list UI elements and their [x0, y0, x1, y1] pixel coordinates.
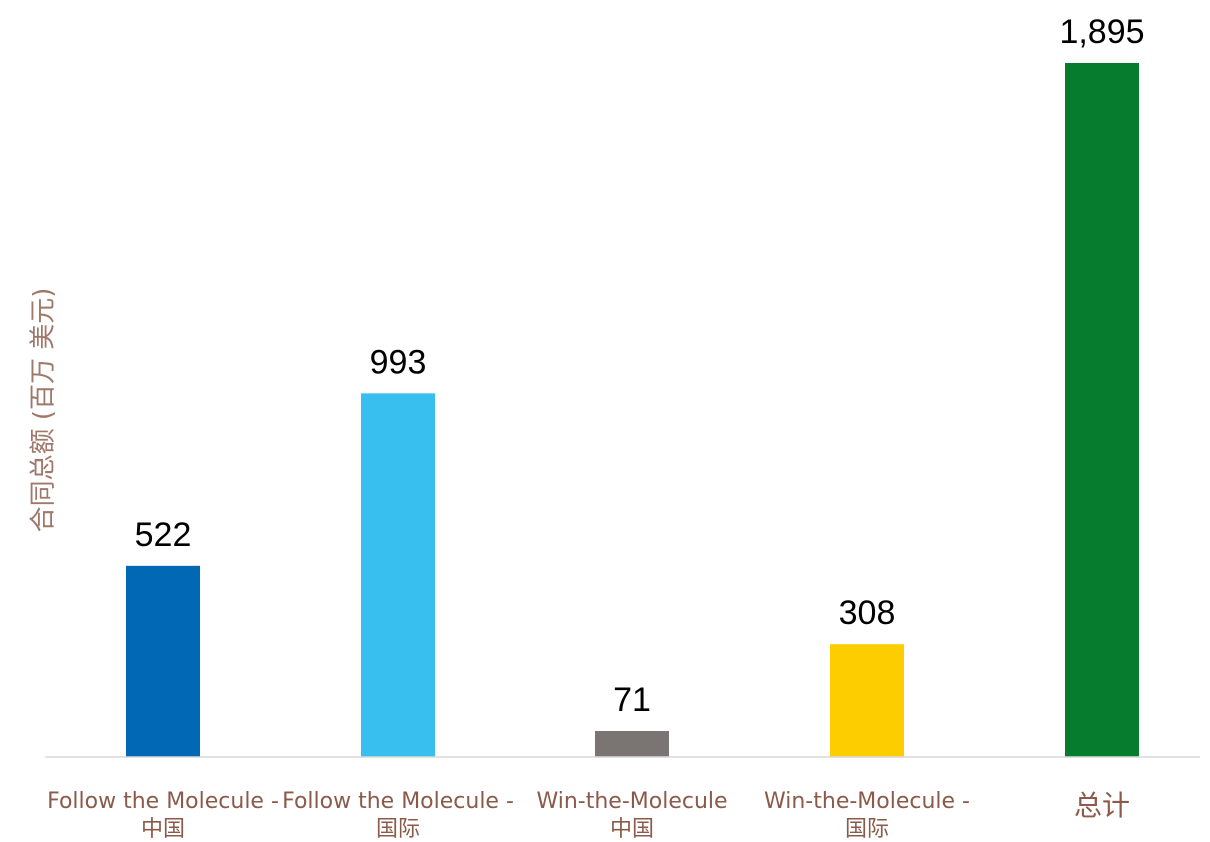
category-label-5-line-1: 总计 [1074, 789, 1130, 822]
category-label-3: Win-the-Molecule 中国 [536, 789, 727, 842]
category-label-1-line-2: 中国 [141, 817, 185, 842]
category-label-4-line-2: 国际 [845, 817, 889, 842]
value-label-3: 71 [613, 681, 651, 719]
category-label-2: Follow the Molecule - 国际 [282, 789, 514, 842]
bar-5 [1065, 63, 1139, 757]
bar-1 [126, 565, 200, 757]
bars [126, 63, 1139, 757]
value-label-5: 1,895 [1059, 13, 1144, 51]
category-label-2-line-1: Follow the Molecule - [282, 789, 514, 814]
category-label-5: 总计 [1074, 789, 1130, 822]
category-label-1-line-1: Follow the Molecule - [47, 789, 279, 814]
category-label-2-line-2: 国际 [376, 817, 420, 842]
bar-3 [595, 730, 669, 757]
value-label-1: 522 [135, 516, 192, 554]
value-label-4: 308 [839, 594, 896, 632]
bar-2 [361, 393, 435, 757]
category-label-1: Follow the Molecule - 中国 [47, 789, 279, 842]
category-label-4: Win-the-Molecule - 国际 [764, 789, 970, 842]
category-label-3-line-1: Win-the-Molecule [536, 789, 727, 814]
y-axis-label-group: 合同总额 (百万 美元) [29, 288, 59, 533]
value-labels: 522 993 71 308 1,895 [135, 13, 1145, 719]
bar-4 [830, 644, 904, 757]
value-label-2: 993 [370, 343, 427, 381]
category-label-3-line-2: 中国 [610, 817, 654, 842]
y-axis-label: 合同总额 (百万 美元) [29, 288, 59, 533]
category-label-4-line-1: Win-the-Molecule - [764, 789, 970, 814]
